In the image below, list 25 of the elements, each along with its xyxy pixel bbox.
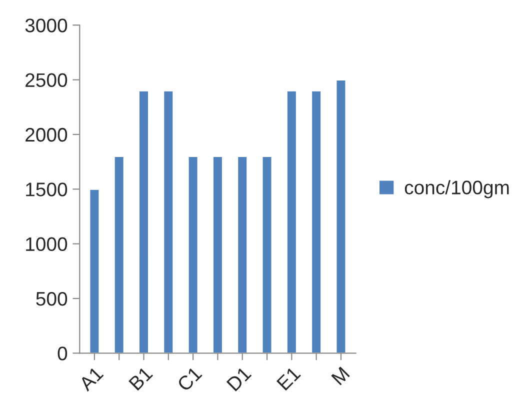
- x-tick-label: M: [331, 366, 350, 386]
- y-tick-label: 1500: [26, 182, 68, 196]
- x-tick-label: B1: [128, 366, 154, 391]
- bar: [113, 156, 125, 354]
- bar: [187, 156, 199, 354]
- x-tick-label: A1: [78, 366, 104, 392]
- y-tick-label: 2500: [26, 73, 68, 88]
- y-tick-label: 0: [58, 346, 68, 360]
- y-tick-label: 3000: [25, 18, 68, 32]
- bar: [162, 90, 174, 354]
- bar: [212, 156, 224, 354]
- y-tick-label: 1000: [26, 237, 68, 252]
- bar: [236, 156, 248, 354]
- bar: [88, 188, 100, 354]
- bar: [335, 79, 347, 354]
- y-tick-label: 2000: [26, 128, 68, 142]
- bar: [310, 90, 322, 354]
- x-tick-label: E1: [276, 366, 301, 391]
- x-tick-label: C1: [176, 366, 202, 392]
- legend-label: conc/100gm: [404, 180, 509, 198]
- bar: [261, 156, 273, 354]
- y-tick-label: 500: [36, 292, 68, 306]
- bar: [286, 90, 298, 354]
- bar: [138, 90, 150, 354]
- x-tick-label: D1: [226, 366, 252, 392]
